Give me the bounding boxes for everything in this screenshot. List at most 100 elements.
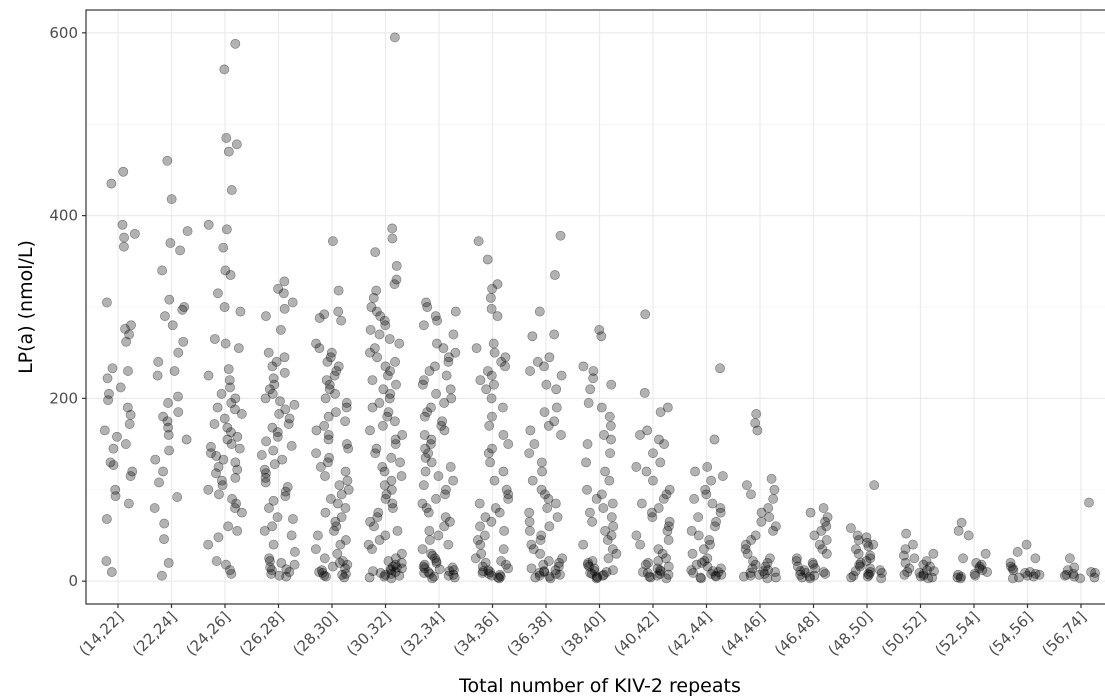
data-point [1020, 568, 1031, 578]
data-point [218, 454, 229, 465]
data-point [329, 370, 340, 381]
data-point [658, 494, 669, 504]
data-point [473, 236, 484, 247]
data-point [209, 334, 220, 344]
data-point [430, 361, 440, 372]
data-point [431, 494, 441, 504]
data-point [427, 573, 438, 584]
data-point [631, 462, 642, 472]
data-point [851, 544, 861, 555]
data-point [654, 568, 665, 579]
data-point [430, 311, 441, 322]
data-point [585, 507, 595, 518]
data-point [695, 572, 706, 583]
data-point [817, 544, 828, 555]
data-point [865, 567, 876, 577]
data-point [437, 416, 447, 427]
data-point [638, 567, 648, 577]
data-point [444, 566, 455, 577]
data-point [631, 530, 642, 541]
data-point [702, 561, 713, 572]
data-point [323, 430, 334, 440]
data-point [750, 418, 761, 428]
data-point [800, 568, 811, 578]
data-point [392, 525, 403, 536]
data-point [482, 254, 493, 265]
data-point [588, 373, 599, 384]
data-point [690, 466, 700, 477]
data-point [261, 311, 271, 322]
data-point [503, 494, 514, 504]
data-point [364, 572, 375, 583]
data-point [316, 565, 327, 576]
data-point [418, 480, 429, 491]
data-point [543, 556, 554, 566]
data-point [214, 489, 224, 500]
data-point [1025, 567, 1035, 577]
data-point [267, 388, 278, 399]
data-point [261, 468, 271, 479]
data-point [765, 553, 775, 564]
data-point [432, 338, 442, 349]
data-point [222, 422, 233, 433]
data-point [864, 569, 875, 580]
x-tick-label: (28,30] [289, 608, 340, 659]
data-point [552, 512, 563, 523]
data-point [642, 568, 653, 578]
data-point [696, 573, 707, 584]
data-point [655, 566, 666, 577]
data-point [426, 402, 436, 413]
data-point [432, 315, 443, 326]
data-point [379, 466, 390, 477]
data-point [587, 516, 598, 527]
data-point [424, 568, 435, 579]
data-point [163, 422, 174, 433]
data-point [606, 512, 617, 523]
data-point [503, 563, 514, 574]
data-point [431, 388, 441, 399]
data-point [596, 331, 607, 342]
data-point [230, 503, 240, 513]
data-point [534, 568, 545, 578]
data-point [745, 570, 756, 581]
data-point [953, 569, 963, 580]
data-point [709, 434, 720, 445]
data-point [750, 559, 761, 570]
data-point [693, 512, 704, 523]
data-point [663, 521, 674, 532]
data-point [448, 475, 459, 486]
data-point [550, 270, 560, 280]
data-point [922, 565, 932, 576]
data-point [976, 559, 987, 570]
data-point [535, 548, 546, 559]
data-point [611, 548, 622, 559]
data-point [125, 471, 136, 481]
data-point [380, 494, 391, 504]
data-point [641, 466, 652, 477]
data-point [121, 336, 132, 347]
data-point [528, 544, 539, 555]
data-point [369, 343, 380, 354]
data-point [284, 413, 295, 424]
data-point [763, 503, 774, 513]
data-point [321, 571, 331, 582]
data-point [279, 303, 290, 314]
data-point [419, 430, 430, 440]
data-point [1030, 553, 1041, 564]
data-point [264, 553, 275, 564]
data-point [482, 366, 493, 376]
data-point [1062, 565, 1073, 576]
data-point [343, 443, 354, 454]
data-point [443, 352, 454, 363]
data-point [369, 521, 379, 532]
data-point [706, 568, 717, 579]
data-point [492, 311, 503, 322]
data-point [655, 457, 666, 468]
data-point [368, 566, 378, 577]
data-point [583, 398, 594, 408]
data-point [417, 544, 428, 555]
data-point [715, 507, 726, 518]
data-point [321, 375, 332, 386]
data-point [203, 219, 214, 230]
data-point [582, 439, 593, 449]
